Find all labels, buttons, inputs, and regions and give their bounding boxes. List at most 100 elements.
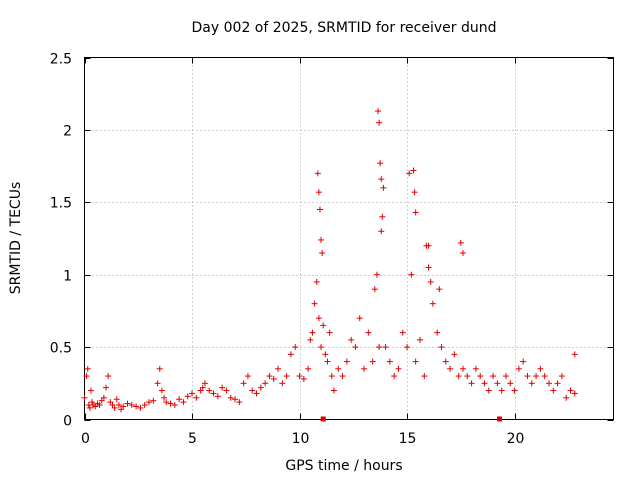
data-point [541,373,548,380]
data-point [457,239,464,246]
data-point [528,380,535,387]
y-tick-label: 1 [63,269,72,285]
data-point [146,399,153,406]
data-point [320,322,327,329]
data-point [156,365,163,372]
data-point [438,344,445,351]
data-point [382,344,389,351]
data-point [253,390,260,397]
data-point [309,329,316,336]
data-point [468,380,475,387]
data-point [361,365,368,372]
data-point [339,373,346,380]
data-point [391,373,398,380]
data-point [100,394,107,401]
data-point [313,278,320,285]
data-point [571,351,578,358]
data-point [113,396,120,403]
data-point [545,380,552,387]
data-point [369,358,376,365]
data-point [399,329,406,336]
data-point [307,336,314,343]
data-point [163,399,170,406]
chart-title: Day 002 of 2025, SRMTID for receiver dun… [192,20,497,36]
data-point [376,119,383,126]
data-point [511,387,518,394]
data-point [395,365,402,372]
data-point [193,394,200,401]
data-point [287,351,294,358]
data-point [150,397,157,404]
data-point [279,380,286,387]
y-axis-title: SRMTID / TECUs [8,182,24,295]
data-point [330,387,337,394]
data-point [124,400,131,407]
data-point [412,358,419,365]
data-point [498,387,505,394]
data-point [201,380,208,387]
axis-marker [320,416,326,422]
data-point [128,402,135,409]
data-point [319,249,326,256]
data-point [262,380,269,387]
data-point [292,344,299,351]
data-point [423,242,430,249]
data-point [111,404,118,411]
data-point [459,365,466,372]
data-point [490,373,497,380]
data-point [477,373,484,380]
data-point [567,387,574,394]
data-point [314,170,321,177]
data-point [257,384,264,391]
data-point [154,380,161,387]
data-point [373,271,380,278]
data-point [105,373,112,380]
data-point [352,344,359,351]
y-tick-label: 0 [63,414,72,430]
data-point [416,336,423,343]
data-point [464,373,471,380]
data-point [410,167,417,174]
data-point [324,358,331,365]
y-tick-label: 2.5 [50,52,72,68]
data-point [326,329,333,336]
data-point [380,184,387,191]
data-point [378,176,385,183]
data-point [571,390,578,397]
data-point [481,380,488,387]
data-point [412,209,419,216]
data-point [451,351,458,358]
data-point [406,170,413,177]
data-point [550,387,557,394]
data-point [283,373,290,380]
data-point [316,206,323,213]
data-point [421,373,428,380]
y-tick-label: 2 [63,124,72,140]
data-point [81,394,88,401]
data-point [270,375,277,382]
data-point [87,387,94,394]
data-point [315,189,322,196]
data-point [558,373,565,380]
data-point [356,315,363,322]
data-point [328,373,335,380]
data-point [171,402,178,409]
data-point [199,384,206,391]
data-point [425,264,432,271]
data-point [206,387,213,394]
data-point [311,300,318,307]
data-point [322,351,329,358]
data-point [161,394,168,401]
data-point [533,373,540,380]
grid-lines [84,57,614,420]
data-point [524,373,531,380]
data-point [408,271,415,278]
data-point [365,329,372,336]
axis-markers [320,416,503,422]
x-tick-label: 15 [399,431,417,447]
data-point [275,365,282,372]
data-point [429,300,436,307]
data-point [427,278,434,285]
data-point [266,373,273,380]
